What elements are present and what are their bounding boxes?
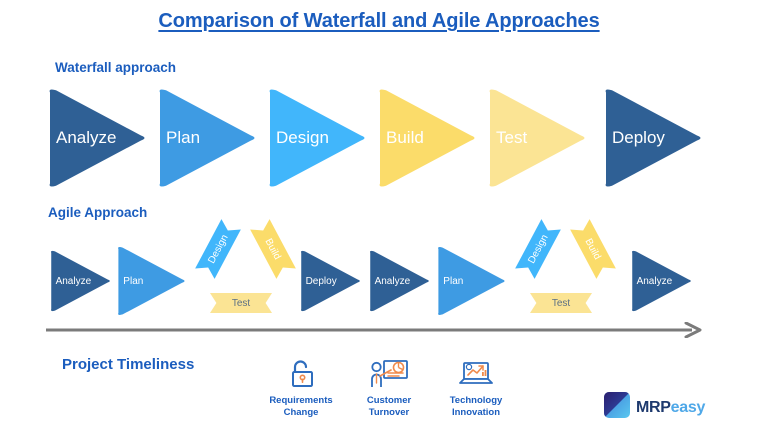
agile-ribbon-test-5[interactable]: Test [530,293,592,313]
agile-stage-plan-1[interactable]: Plan [117,246,187,316]
feature-label-line2: Change [283,406,319,418]
mrpeasy-logo: MRPeasy [604,392,705,423]
feature-label-line1: Customer [366,395,412,406]
agile-ribbon-design-3[interactable]: Design [515,219,561,279]
waterfall-stage-build[interactable]: Build [378,88,478,188]
feature-customer-turnover: Customer Turnover [337,356,441,418]
agile-stage-deploy-2[interactable]: Deploy [300,250,362,312]
agile-stage-analyze-5[interactable]: Analyze [631,250,693,312]
waterfall-stage-test[interactable]: Test [488,88,588,188]
waterfall-stage-analyze[interactable]: Analyze [48,88,148,188]
open-padlock-icon [249,356,353,392]
laptop-analytics-icon [424,356,528,392]
feature-label: Requirements Change [249,395,353,418]
project-timeline-arrow [44,321,706,343]
mrpeasy-logo-text: MRPeasy [636,399,705,417]
agile-stage-analyze-0[interactable]: Analyze [50,250,112,312]
agile-stage-plan-4[interactable]: Plan [437,246,507,316]
person-presentation-icon [337,356,441,392]
mrpeasy-logo-mark [604,392,630,423]
agile-ribbon-design-0[interactable]: Design [195,219,241,279]
page-title: Comparison of Waterfall and Agile Approa… [158,10,600,32]
agile-stage-analyze-3[interactable]: Analyze [369,250,431,312]
waterfall-stage-deploy[interactable]: Deploy [604,88,704,188]
agile-ribbon-test-2[interactable]: Test [210,293,272,313]
agile-ribbon-build-4[interactable]: Build [570,219,616,279]
waterfall-stage-plan[interactable]: Plan [158,88,258,188]
project-timeliness-label: Project Timeliness [62,356,195,373]
feature-technology-innovation: Technology Innovation [424,356,528,418]
waterfall-section-heading: Waterfall approach [55,60,177,75]
agile-section-heading: Agile Approach [48,205,148,220]
logo-text-secondary: easy [670,398,706,416]
logo-text-primary: MRP [636,398,671,416]
feature-label-line1: Technology [449,395,503,406]
feature-label: Technology Innovation [424,395,528,418]
feature-label-line2: Turnover [368,406,410,418]
waterfall-stage-design[interactable]: Design [268,88,368,188]
feature-label: Customer Turnover [337,395,441,418]
feature-requirements-change: Requirements Change [249,356,353,418]
feature-label-line2: Innovation [451,406,501,418]
agile-ribbon-build-1[interactable]: Build [250,219,296,279]
feature-label-line1: Requirements [269,395,333,406]
